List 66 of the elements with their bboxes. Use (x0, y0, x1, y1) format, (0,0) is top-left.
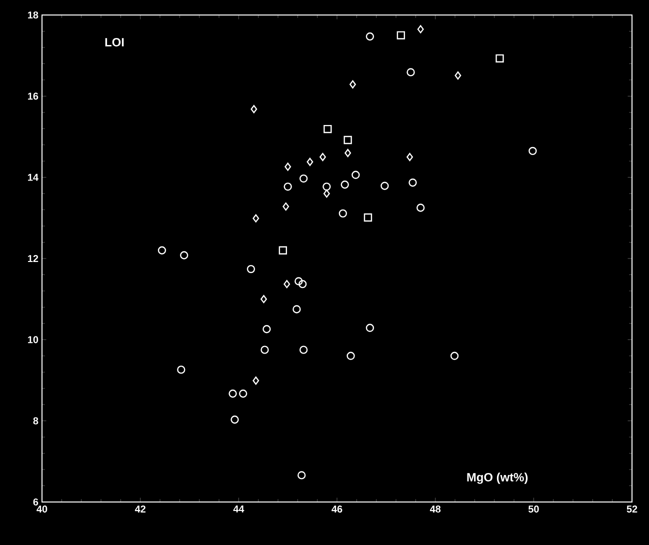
point (158, 246, 166, 254)
point (320, 152, 326, 162)
x-tick-label: 40 (36, 506, 48, 513)
point (278, 246, 288, 254)
point (406, 68, 415, 76)
y-tick-label: 18 (28, 11, 38, 19)
point (324, 124, 332, 134)
y-tick-label: 6 (33, 498, 38, 506)
x-tick-label: 42 (134, 506, 146, 512)
point (416, 204, 425, 212)
point (262, 325, 271, 334)
x-tick-label: 46 (332, 506, 342, 513)
point (260, 346, 269, 354)
point (250, 105, 258, 114)
y-tick-label: 16 (28, 92, 38, 100)
point (406, 152, 413, 162)
point (352, 170, 360, 179)
point (284, 280, 290, 288)
point (417, 25, 424, 34)
point (228, 390, 237, 398)
point (284, 162, 292, 171)
point (496, 54, 504, 63)
point (364, 213, 372, 222)
point (322, 182, 331, 191)
point (299, 346, 308, 354)
y-tick-label: 8 (33, 417, 38, 424)
point (230, 416, 239, 424)
point (177, 366, 186, 374)
point (180, 251, 188, 260)
point (299, 174, 308, 183)
point (380, 182, 389, 190)
point (298, 471, 306, 480)
point (246, 264, 256, 274)
y-tick-label: 10 (28, 336, 38, 344)
point (252, 376, 260, 385)
point (340, 180, 349, 189)
y-tick-label: 14 (28, 174, 38, 181)
point (366, 324, 374, 332)
point (344, 136, 352, 144)
point (284, 182, 292, 191)
point (344, 148, 352, 158)
point (282, 202, 290, 211)
point (294, 277, 303, 286)
point (528, 146, 537, 156)
point (454, 71, 462, 80)
point (292, 305, 301, 314)
y-axis-title: LOI (105, 38, 124, 46)
point (408, 178, 417, 187)
point (260, 294, 267, 304)
y-tick-label: 12 (28, 255, 38, 262)
point (346, 352, 355, 360)
point (338, 209, 347, 218)
x-tick-label: 48 (430, 506, 441, 513)
x-tick-label: 50 (528, 506, 539, 513)
x-axis-title: MgO (wt%) (467, 472, 528, 484)
point (366, 32, 374, 41)
point (252, 214, 260, 222)
x-tick-label: 44 (233, 506, 244, 512)
point (350, 80, 356, 88)
point (323, 189, 330, 198)
point (239, 390, 248, 398)
point (396, 31, 406, 40)
point (306, 158, 314, 166)
point (450, 352, 459, 360)
point (298, 280, 307, 288)
x-tick-label: 52 (626, 506, 638, 513)
